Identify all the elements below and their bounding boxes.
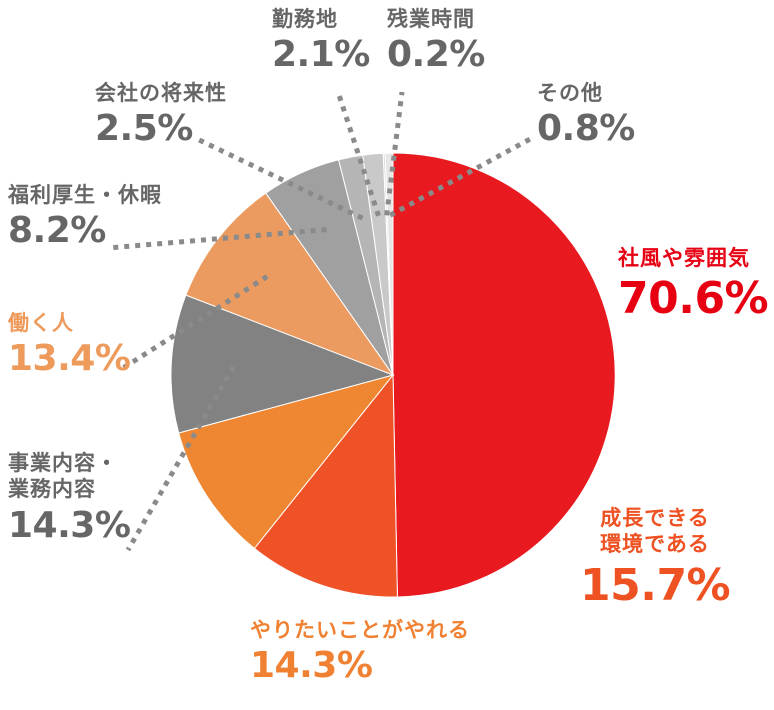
pie-slice-s3 xyxy=(178,374,395,550)
leader-line-s7 xyxy=(193,135,364,221)
pie-slice-s10 xyxy=(384,152,394,376)
slice-value-s6: 8.2% xyxy=(8,210,106,252)
label-s9: 残業時間 0.2% xyxy=(387,6,485,77)
slice-label-s7: 会社の将来性 xyxy=(95,81,227,105)
leader-line-s4 xyxy=(125,365,236,552)
slice-label-s1: 社風や雰囲気 xyxy=(618,246,750,270)
slice-label-s5: 働く人 xyxy=(8,311,74,335)
pie-slice-s1 xyxy=(392,152,616,598)
label-s3: やりたいことがやれる 14.3% xyxy=(250,617,470,688)
slice-label-s10: その他 xyxy=(537,81,603,105)
label-s6: 福利厚生・休暇 8.2% xyxy=(8,182,162,253)
slice-label-s9: 残業時間 xyxy=(387,7,475,31)
slice-value-s1: 70.6% xyxy=(618,273,769,325)
slice-value-s3: 14.3% xyxy=(250,645,373,687)
pie-slices xyxy=(170,152,616,598)
slice-value-s10: 0.8% xyxy=(537,108,635,150)
slice-label-s4-line1: 事業内容・ xyxy=(8,451,118,475)
slice-value-s9: 0.2% xyxy=(387,34,485,76)
leader-line-s10 xyxy=(388,135,534,218)
leader-line-s5 xyxy=(118,274,269,373)
slice-label-s8: 勤務地 xyxy=(272,7,338,31)
slice-label-s6: 福利厚生・休暇 xyxy=(8,183,162,207)
pie-slice-s4 xyxy=(170,294,395,434)
label-s2: 成長できる 環境である 15.7% xyxy=(580,505,731,613)
slice-label-s2-line1: 成長できる xyxy=(600,506,710,530)
label-s4: 事業内容・ 業務内容 14.3% xyxy=(8,450,131,548)
leader-line-s9 xyxy=(384,91,405,216)
label-s1: 社風や雰囲気 70.6% xyxy=(618,245,769,326)
label-s7: 会社の将来性 2.5% xyxy=(95,80,227,151)
slice-value-s7: 2.5% xyxy=(95,108,193,150)
pie-slice-s2 xyxy=(253,373,398,598)
slice-value-s5: 13.4% xyxy=(8,338,131,380)
label-s10: その他 0.8% xyxy=(537,80,635,151)
slice-label-s4-line2: 業務内容 xyxy=(8,477,96,502)
leader-line-s6 xyxy=(107,227,327,251)
slice-label-s3: やりたいことがやれる xyxy=(250,618,470,642)
label-s5: 働く人 13.4% xyxy=(8,310,131,381)
slice-label-s2-line2: 環境である xyxy=(600,532,710,557)
label-s8: 勤務地 2.1% xyxy=(272,6,370,77)
slice-value-s8: 2.1% xyxy=(272,34,370,76)
slice-value-s2: 15.7% xyxy=(580,559,731,611)
leader-lines xyxy=(107,91,534,552)
slice-value-s4: 14.3% xyxy=(8,504,131,546)
